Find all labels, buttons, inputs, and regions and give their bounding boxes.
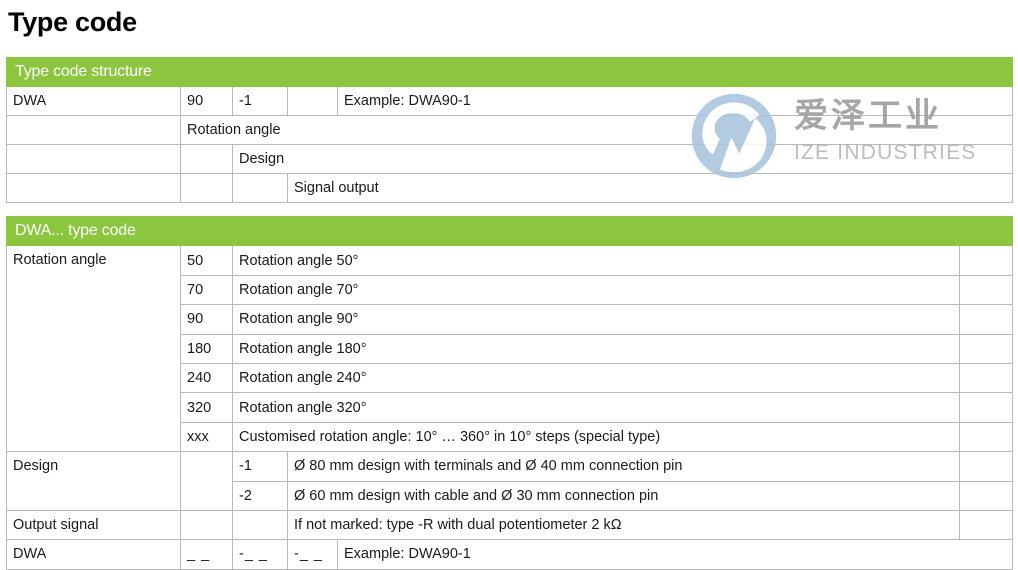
cell-empty bbox=[958, 362, 1014, 394]
table-row: Rotation angle bbox=[6, 115, 1014, 145]
table-row: 180 Rotation angle 180° bbox=[7, 333, 1014, 364]
table-row: 320 Rotation angle 320° bbox=[7, 392, 1014, 423]
cell-desc: Rotation angle 180° bbox=[232, 333, 960, 364]
cell-code: 90 bbox=[180, 304, 233, 335]
cell-desc: Rotation angle 320° bbox=[232, 392, 960, 423]
cell-example: Example: DWA90-1 bbox=[336, 86, 1014, 116]
cell-rotation-placeholder: _ _ bbox=[180, 539, 233, 570]
table-row: -2 Ø 60 mm design with cable and Ø 30 mm… bbox=[7, 480, 1014, 511]
cell-empty bbox=[958, 304, 1014, 335]
cell-empty bbox=[180, 451, 233, 511]
cell-desc: Rotation angle 70° bbox=[232, 274, 960, 306]
cell-desc: Rotation angle 50° bbox=[232, 245, 960, 276]
cell-desc: Rotation angle 240° bbox=[232, 362, 960, 394]
page-title: Type code bbox=[8, 7, 137, 37]
table-row: Design -1 Ø 80 mm design with terminals … bbox=[6, 451, 1014, 511]
cell-code: 320 bbox=[180, 392, 233, 423]
cell-empty bbox=[180, 144, 233, 174]
table-row: Signal output bbox=[6, 173, 1014, 203]
cell-empty bbox=[958, 392, 1014, 423]
table-row: xxx Customised rotation angle: 10° … 360… bbox=[7, 421, 1014, 453]
cell-design-group-label: Design bbox=[6, 451, 181, 511]
cell-rotation-angle-label: Rotation angle bbox=[179, 115, 1014, 145]
cell-signal-code bbox=[287, 86, 338, 116]
table-header-row: Type code structure bbox=[5, 57, 1014, 87]
table-row: DWA 90 -1 Example: DWA90-1 bbox=[6, 86, 1014, 116]
table-row: Rotation angle 50 Rotation angle 50° bbox=[6, 245, 1014, 453]
cell-empty bbox=[6, 115, 181, 145]
cell-design-placeholder: -_ _ bbox=[232, 539, 288, 570]
cell-empty bbox=[180, 509, 233, 541]
cell-empty bbox=[232, 509, 288, 541]
table-row: 70 Rotation angle 70° bbox=[7, 274, 1014, 306]
cell-desc: Customised rotation angle: 10° … 360° in… bbox=[232, 421, 960, 453]
cell-code: xxx bbox=[180, 421, 233, 453]
cell-signal-output-label: Signal output bbox=[286, 173, 1014, 203]
cell-example: Example: DWA90-1 bbox=[336, 539, 1014, 570]
cell-rotation-angle-group-label: Rotation angle bbox=[6, 245, 181, 453]
table-row: Output signal If not marked: type -R wit… bbox=[6, 509, 1014, 541]
type-code-structure-table: Type code structure DWA 90 -1 Example: D… bbox=[5, 57, 1014, 203]
cell-prefix-dwa: DWA bbox=[6, 86, 181, 116]
cell-design-code: -1 bbox=[232, 86, 288, 116]
cell-output-signal-desc: If not marked: type -R with dual potenti… bbox=[287, 509, 960, 541]
cell-desc: Ø 80 mm design with terminals and Ø 40 m… bbox=[287, 451, 960, 482]
cell-desc: Rotation angle 90° bbox=[232, 304, 960, 335]
cell-empty bbox=[958, 451, 1014, 482]
cell-empty bbox=[958, 274, 1014, 306]
table-row: 240 Rotation angle 240° bbox=[7, 362, 1014, 394]
cell-empty bbox=[6, 144, 181, 174]
cell-empty bbox=[958, 333, 1014, 364]
cell-empty bbox=[232, 173, 288, 203]
cell-output-signal-label: Output signal bbox=[6, 509, 181, 541]
cell-design-label: Design bbox=[231, 144, 1014, 174]
cell-code: 70 bbox=[180, 274, 233, 306]
cell-rotation-code: 90 bbox=[180, 86, 233, 116]
table-header-row: DWA... type code bbox=[5, 215, 1014, 247]
cell-prefix-dwa: DWA bbox=[6, 539, 181, 570]
cell-code: 50 bbox=[180, 245, 233, 276]
table-row: Design bbox=[6, 144, 1014, 174]
cell-empty bbox=[958, 421, 1014, 453]
cell-empty bbox=[958, 480, 1014, 511]
cell-empty bbox=[180, 173, 233, 203]
cell-signal-placeholder: -_ _ bbox=[287, 539, 338, 570]
cell-code: 180 bbox=[180, 333, 233, 364]
cell-empty bbox=[958, 245, 1014, 276]
cell-code: -2 bbox=[232, 480, 288, 511]
cell-empty bbox=[6, 173, 181, 203]
table2-header-label: DWA... type code bbox=[5, 215, 1014, 247]
cell-empty bbox=[958, 509, 1014, 541]
dwa-type-code-table: DWA... type code Rotation angle 50 Rotat… bbox=[5, 215, 1014, 570]
table-row: 90 Rotation angle 90° bbox=[7, 304, 1014, 335]
cell-code: 240 bbox=[180, 362, 233, 394]
table-row: DWA _ _ -_ _ -_ _ Example: DWA90-1 bbox=[6, 539, 1014, 570]
cell-code: -1 bbox=[232, 451, 288, 482]
table1-header-label: Type code structure bbox=[5, 57, 1014, 87]
cell-desc: Ø 60 mm design with cable and Ø 30 mm co… bbox=[287, 480, 960, 511]
